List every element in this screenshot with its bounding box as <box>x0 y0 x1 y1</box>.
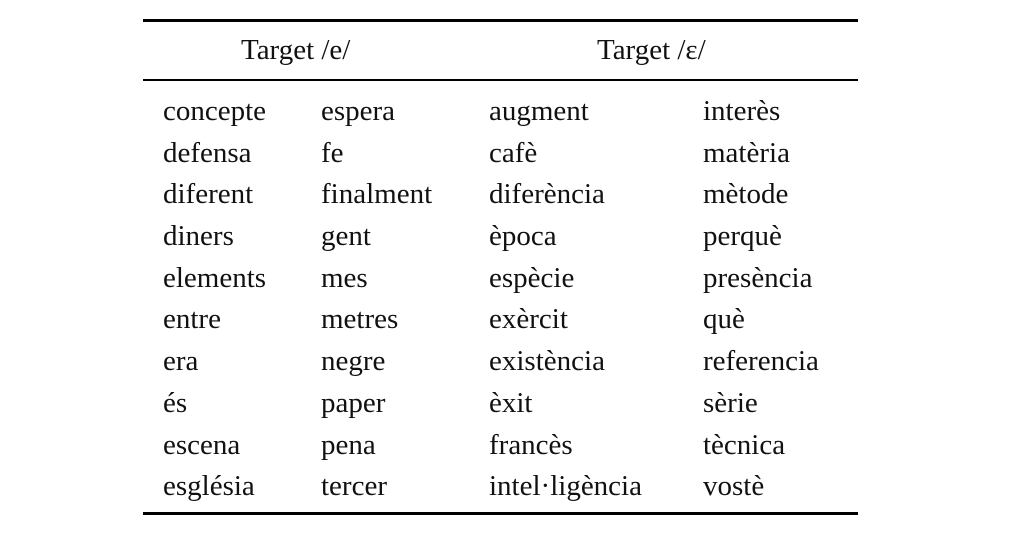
table-cell: presència <box>703 261 813 294</box>
table-cell: què <box>703 303 745 336</box>
table-cell: negre <box>321 345 386 378</box>
table-cell: interès <box>703 95 781 127</box>
column-target-e-1: concepte defensa diferent diners element… <box>163 91 266 508</box>
table-cell: sèrie <box>703 386 758 419</box>
table-cell: existència <box>489 345 605 378</box>
table-cell: pena <box>321 428 376 461</box>
table-cell: vostè <box>703 470 765 503</box>
table-cell: espera <box>321 95 396 127</box>
table-header-rule <box>143 79 858 81</box>
table-cell: època <box>489 220 557 253</box>
table-cell: matèria <box>703 136 790 169</box>
header-target-e: Target /e/ <box>241 34 351 66</box>
table-cell: cafè <box>489 136 538 169</box>
table-cell: gent <box>321 220 371 253</box>
table-cell: francès <box>489 428 573 461</box>
table-cell: és <box>163 386 188 419</box>
table-cell: referencia <box>703 345 819 378</box>
table-cell: defensa <box>163 136 252 169</box>
table-cell: intel·ligència <box>489 470 642 503</box>
table-cell: mes <box>321 261 368 294</box>
table-top-rule <box>143 19 858 22</box>
table-cell: exèrcit <box>489 303 568 336</box>
table-cell: èxit <box>489 386 533 419</box>
table-cell: concepte <box>163 95 267 127</box>
table-cell: elements <box>163 261 267 294</box>
table-cell: era <box>163 345 199 378</box>
table-cell: tercer <box>321 470 387 503</box>
table-cell: perquè <box>703 220 782 253</box>
table-cell: tècnica <box>703 428 786 461</box>
table-cell: metres <box>321 303 399 336</box>
table-cell: finalment <box>321 178 433 211</box>
table-cell: diners <box>163 220 234 253</box>
column-target-epsilon-2: interès matèria mètode perquè presència … <box>703 91 819 508</box>
column-target-e-2: espera fe finalment gent mes metres negr… <box>321 91 432 508</box>
column-target-epsilon-1: augment cafè diferència època espècie ex… <box>489 91 642 508</box>
table-cell: mètode <box>703 178 789 211</box>
table-cell: diferent <box>163 178 254 211</box>
header-target-epsilon: Target /ɛ/ <box>597 34 706 66</box>
table-cell: espècie <box>489 261 575 294</box>
table-cell: entre <box>163 303 221 336</box>
table-cell: augment <box>489 95 589 127</box>
table-cell: escena <box>163 428 241 461</box>
table-cell: diferència <box>489 178 605 211</box>
word-table: Target /e/ Target /ɛ/ concepte defensa d… <box>143 19 858 517</box>
table-cell: paper <box>321 386 386 419</box>
table-cell: fe <box>321 136 344 169</box>
table-bottom-rule <box>143 512 858 515</box>
table-cell: església <box>163 470 255 503</box>
